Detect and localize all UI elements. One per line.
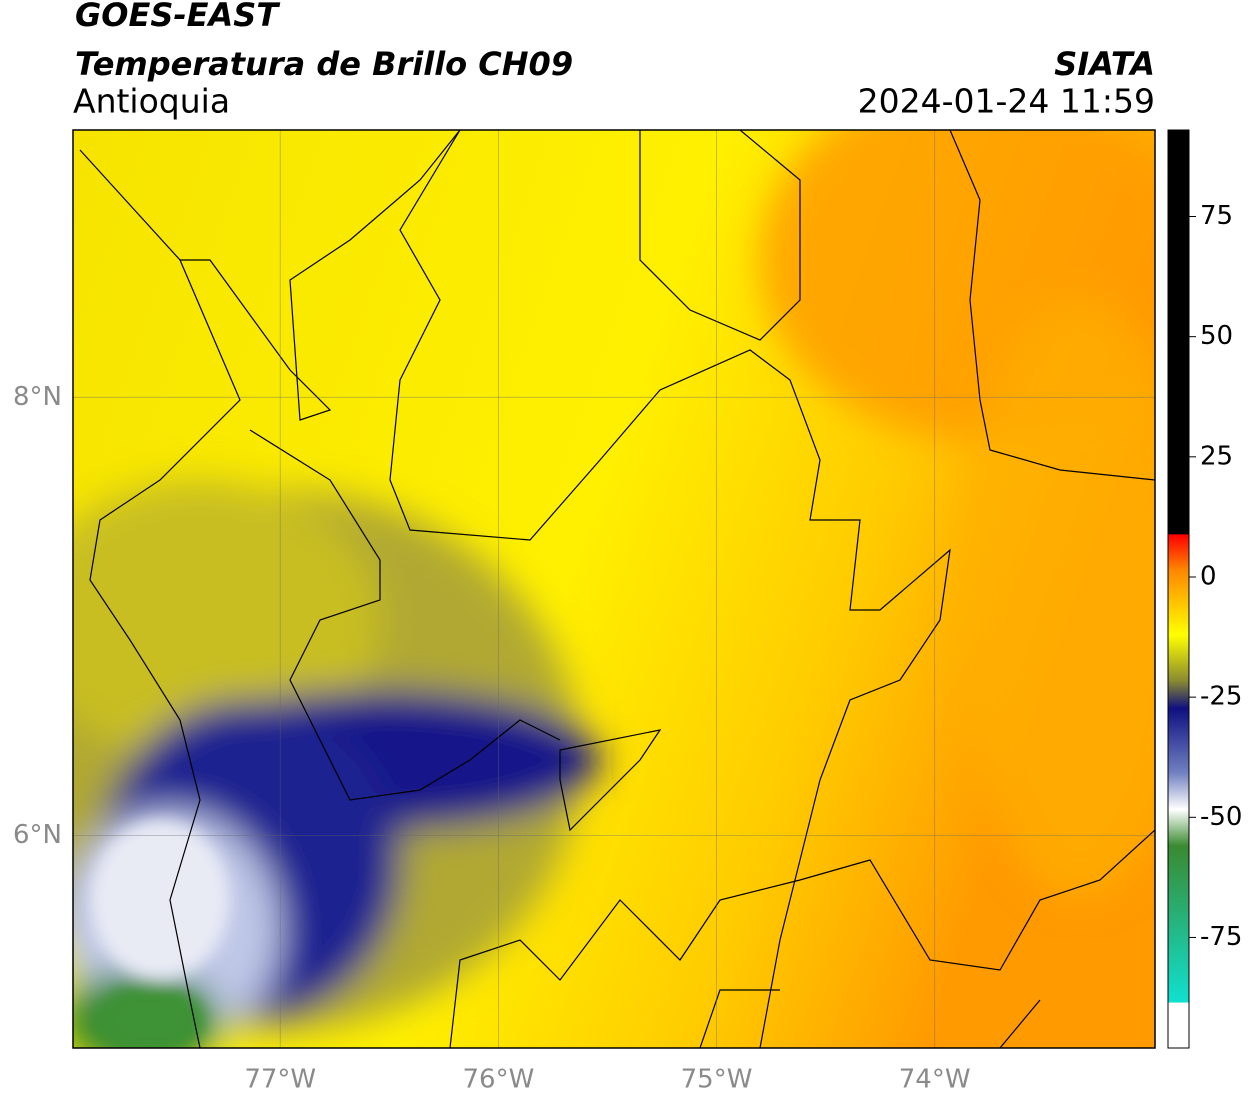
- colorbar-tick-label: -75: [1200, 922, 1242, 952]
- region: Antioquia: [73, 82, 230, 121]
- grid: [73, 130, 1155, 1048]
- x-tick-label: 75°W: [681, 1065, 753, 1095]
- x-tick-label: 74°W: [899, 1065, 971, 1095]
- y-tick-label: 6°N: [13, 820, 62, 850]
- product-title: Temperatura de Brillo CH09: [75, 45, 573, 83]
- colorbar-tick-label: -25: [1200, 682, 1242, 712]
- x-tick-label: 77°W: [244, 1065, 316, 1095]
- colorbar-tick-label: -50: [1200, 802, 1242, 832]
- source: SIATA: [1054, 45, 1155, 83]
- colorbar: [1167, 129, 1190, 1049]
- map-frame: [72, 129, 1156, 1049]
- field: [73, 130, 1155, 1048]
- colorbar-tick-label: 75: [1200, 201, 1233, 231]
- y-tick-label: 8°N: [13, 382, 62, 412]
- satellite-title: GOES-EAST: [75, 0, 280, 34]
- colorbar-tick-label: 50: [1200, 321, 1233, 351]
- x-tick-label: 76°W: [462, 1065, 534, 1095]
- datetime: 2024-01-24 11:59: [858, 82, 1155, 121]
- boundaries: [79, 130, 1155, 1048]
- colorbar-tick-label: 25: [1200, 441, 1233, 471]
- colorbar-tick-label: 0: [1200, 561, 1217, 591]
